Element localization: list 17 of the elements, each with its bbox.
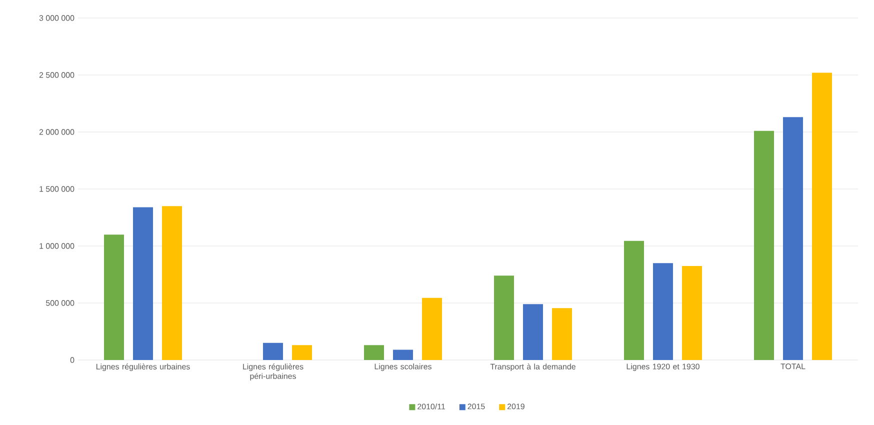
bar <box>393 350 414 360</box>
bar <box>494 276 514 360</box>
bar <box>653 263 674 360</box>
bar <box>624 240 644 360</box>
bar <box>133 207 153 360</box>
bar <box>682 266 702 360</box>
bar <box>783 117 804 360</box>
bar <box>364 345 384 360</box>
bar <box>552 308 572 360</box>
bar <box>104 234 124 360</box>
bar <box>263 342 284 360</box>
bar <box>162 206 182 360</box>
bar <box>422 298 442 360</box>
bar <box>292 345 312 360</box>
bar <box>754 130 774 360</box>
bar <box>523 304 544 360</box>
bar <box>812 72 832 360</box>
